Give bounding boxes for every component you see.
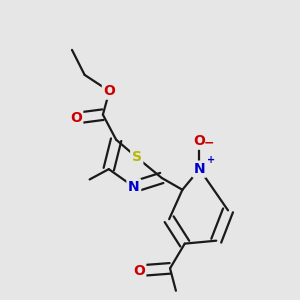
Text: +: + [207,155,215,165]
Text: O: O [194,134,206,148]
Text: N: N [128,180,140,194]
Text: S: S [132,150,142,164]
Text: N: N [194,162,205,176]
Text: O: O [103,84,115,98]
Text: −: − [204,136,214,149]
Text: O: O [133,264,145,278]
Text: O: O [70,111,82,125]
